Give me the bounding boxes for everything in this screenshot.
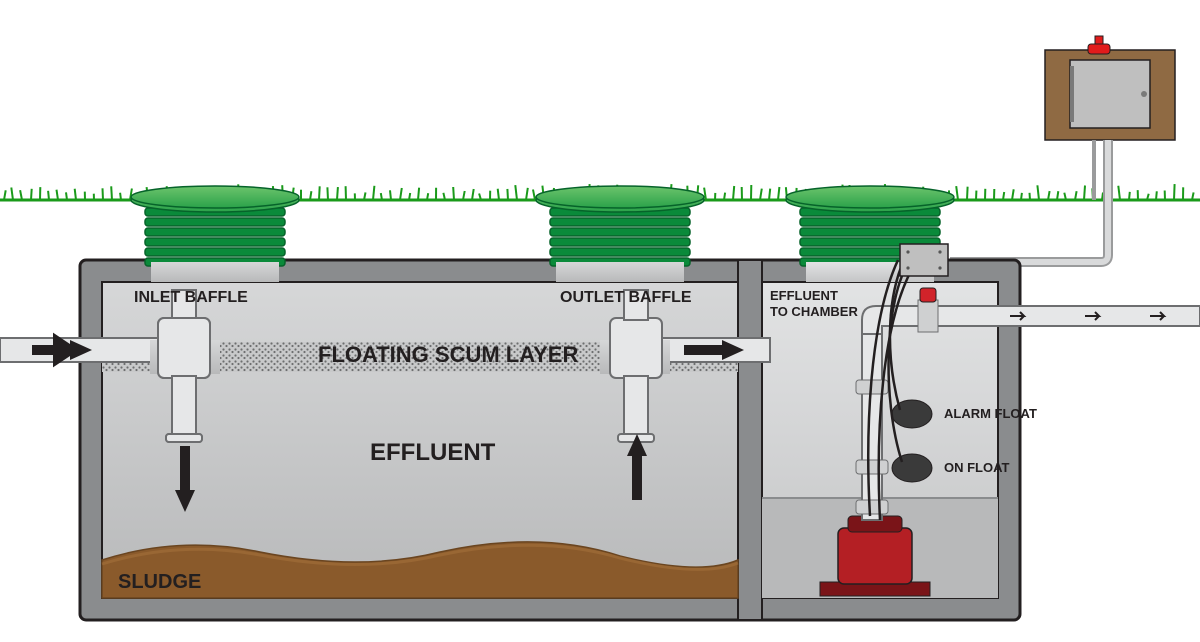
- scum-label: FLOATING SCUM LAYER: [318, 342, 578, 367]
- outlet-baffle-label: OUTLET BAFFLE: [560, 289, 692, 306]
- riser-2: [536, 186, 704, 282]
- junction-box: [900, 244, 948, 276]
- effluent-label: EFFLUENT: [370, 439, 496, 466]
- inlet-baffle-label: INLET BAFFLE: [134, 289, 248, 306]
- riser-1: [131, 186, 299, 282]
- alarm-float-label: ALARM FLOAT: [944, 406, 1037, 421]
- control-panel: [1045, 36, 1175, 140]
- septic-diagram: INLET BAFFLE OUTLET BAFFLE FLOATING SCUM…: [0, 0, 1200, 642]
- sludge-label: SLUDGE: [118, 571, 201, 593]
- effluent-to-chamber-label-1: EFFLUENT: [770, 288, 838, 303]
- on-float-label: ON FLOAT: [944, 460, 1010, 475]
- on-float: [892, 454, 932, 482]
- effluent-to-chamber-label-2: TO CHAMBER: [770, 304, 858, 319]
